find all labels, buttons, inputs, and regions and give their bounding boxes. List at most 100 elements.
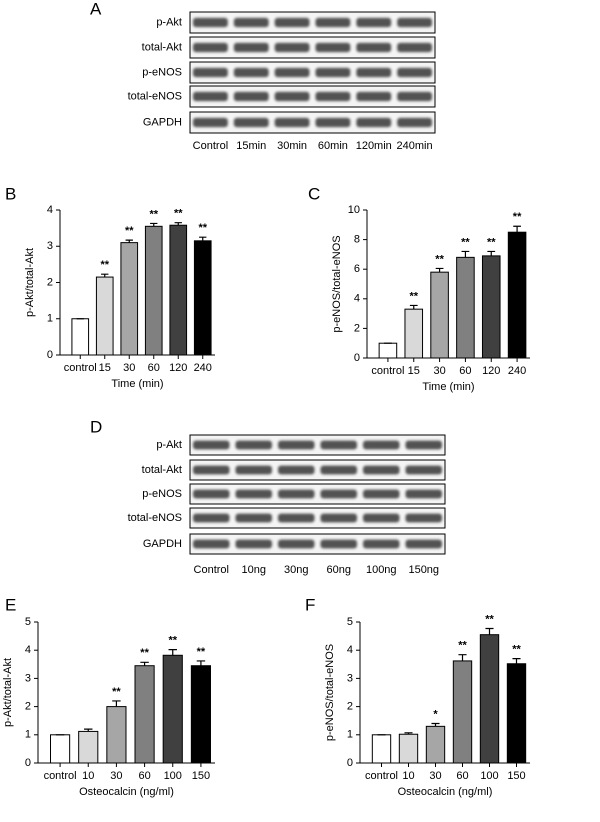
- error-bar: [435, 267, 444, 273]
- panel-label: A: [90, 0, 102, 18]
- significance: **: [174, 208, 183, 220]
- x-tick-label: 60: [138, 770, 150, 782]
- blot-frame: [189, 111, 436, 134]
- significance: **: [487, 236, 496, 248]
- blot-frame: [189, 36, 436, 59]
- blot-band: [193, 17, 228, 28]
- panel-label: F: [305, 595, 315, 614]
- lane-label: 240min: [397, 140, 433, 152]
- blot-frame: [189, 483, 446, 505]
- blot-band: [320, 440, 357, 450]
- y-tick-label: 3: [47, 240, 53, 252]
- significance: **: [168, 635, 177, 647]
- blot-frame: [189, 11, 436, 34]
- bar: [452, 660, 473, 764]
- blot-band: [405, 539, 442, 549]
- significance: **: [140, 647, 149, 659]
- blot-band: [278, 489, 315, 499]
- x-tick-label: 120: [169, 362, 187, 374]
- bar: [398, 733, 419, 764]
- blot-band: [274, 117, 310, 128]
- x-tick-label: 10: [402, 770, 414, 782]
- blot-band: [278, 465, 315, 475]
- lane-label: Control: [193, 140, 228, 152]
- bar: [95, 276, 114, 356]
- blot-band: [193, 440, 230, 450]
- error-bar: [458, 654, 467, 661]
- significance: **: [112, 686, 121, 698]
- x-tick-label: 15: [408, 365, 420, 377]
- blot-band: [193, 91, 228, 102]
- blot-band: [315, 67, 351, 78]
- blot-band: [193, 465, 230, 475]
- bar: [169, 224, 188, 356]
- blot-band: [193, 513, 230, 523]
- blot-band: [315, 17, 351, 28]
- y-tick-label: 4: [347, 644, 353, 656]
- blot-band: [274, 67, 310, 78]
- error-bar: [485, 627, 494, 635]
- significance: **: [198, 222, 207, 234]
- blot-frame: [189, 533, 446, 555]
- error-bar: [125, 239, 133, 243]
- significance: **: [149, 208, 158, 220]
- panel-label: D: [90, 417, 102, 436]
- error-bar: [101, 273, 109, 278]
- bar: [106, 706, 127, 764]
- significance: **: [197, 646, 206, 658]
- error-bar: [140, 661, 149, 666]
- error-bar: [431, 722, 440, 727]
- lane-label: 60min: [318, 140, 348, 152]
- bar: [481, 255, 501, 359]
- lane-label: 30min: [277, 140, 307, 152]
- blot-band: [405, 465, 442, 475]
- blot-band: [315, 42, 351, 53]
- error-bar: [487, 250, 496, 256]
- y-axis-label: p-Akt/total-Akt: [24, 248, 36, 317]
- blot-frame: [189, 61, 436, 84]
- blot-band: [278, 539, 315, 549]
- significance: *: [433, 708, 438, 720]
- y-tick-label: 2: [25, 701, 31, 713]
- blot-band: [356, 67, 392, 78]
- blot-band: [397, 67, 432, 78]
- x-axis-label: Time (min): [422, 381, 474, 393]
- x-tick-label: 100: [164, 770, 182, 782]
- bar: [120, 242, 139, 356]
- y-tick-label: 1: [25, 729, 31, 741]
- y-tick-label: 3: [25, 672, 31, 684]
- significance: **: [125, 225, 134, 237]
- bar: [371, 734, 392, 764]
- blot-band: [405, 489, 442, 499]
- y-tick-label: 8: [354, 234, 360, 246]
- blot-band: [356, 42, 392, 53]
- blot-band: [315, 91, 351, 102]
- blot-band: [235, 465, 272, 475]
- x-tick-label: 240: [508, 365, 526, 377]
- x-tick-label: 100: [480, 770, 498, 782]
- x-tick-label: 15: [99, 362, 111, 374]
- bar: [404, 308, 424, 359]
- y-tick-label: 2: [347, 701, 353, 713]
- error-bar: [461, 250, 470, 258]
- blot-band: [320, 513, 357, 523]
- blot-band: [235, 440, 272, 450]
- x-tick-label: control: [44, 770, 77, 782]
- y-axis-label: p-Akt/total-Akt: [2, 658, 14, 727]
- blot-band: [363, 465, 400, 475]
- blot-band: [193, 42, 228, 53]
- lane-label: 15min: [236, 140, 266, 152]
- lane-label: 30ng: [284, 564, 308, 576]
- blot-band: [193, 117, 228, 128]
- error-bar: [150, 222, 158, 227]
- x-tick-label: 60: [456, 770, 468, 782]
- y-tick-label: 5: [25, 616, 31, 628]
- y-tick-label: 3: [347, 672, 353, 684]
- blot-band: [233, 17, 269, 28]
- y-tick-label: 0: [354, 352, 360, 364]
- lane-label: Control: [194, 564, 229, 576]
- x-tick-label: 150: [192, 770, 210, 782]
- lane-label: 60ng: [327, 564, 351, 576]
- bar: [71, 318, 90, 356]
